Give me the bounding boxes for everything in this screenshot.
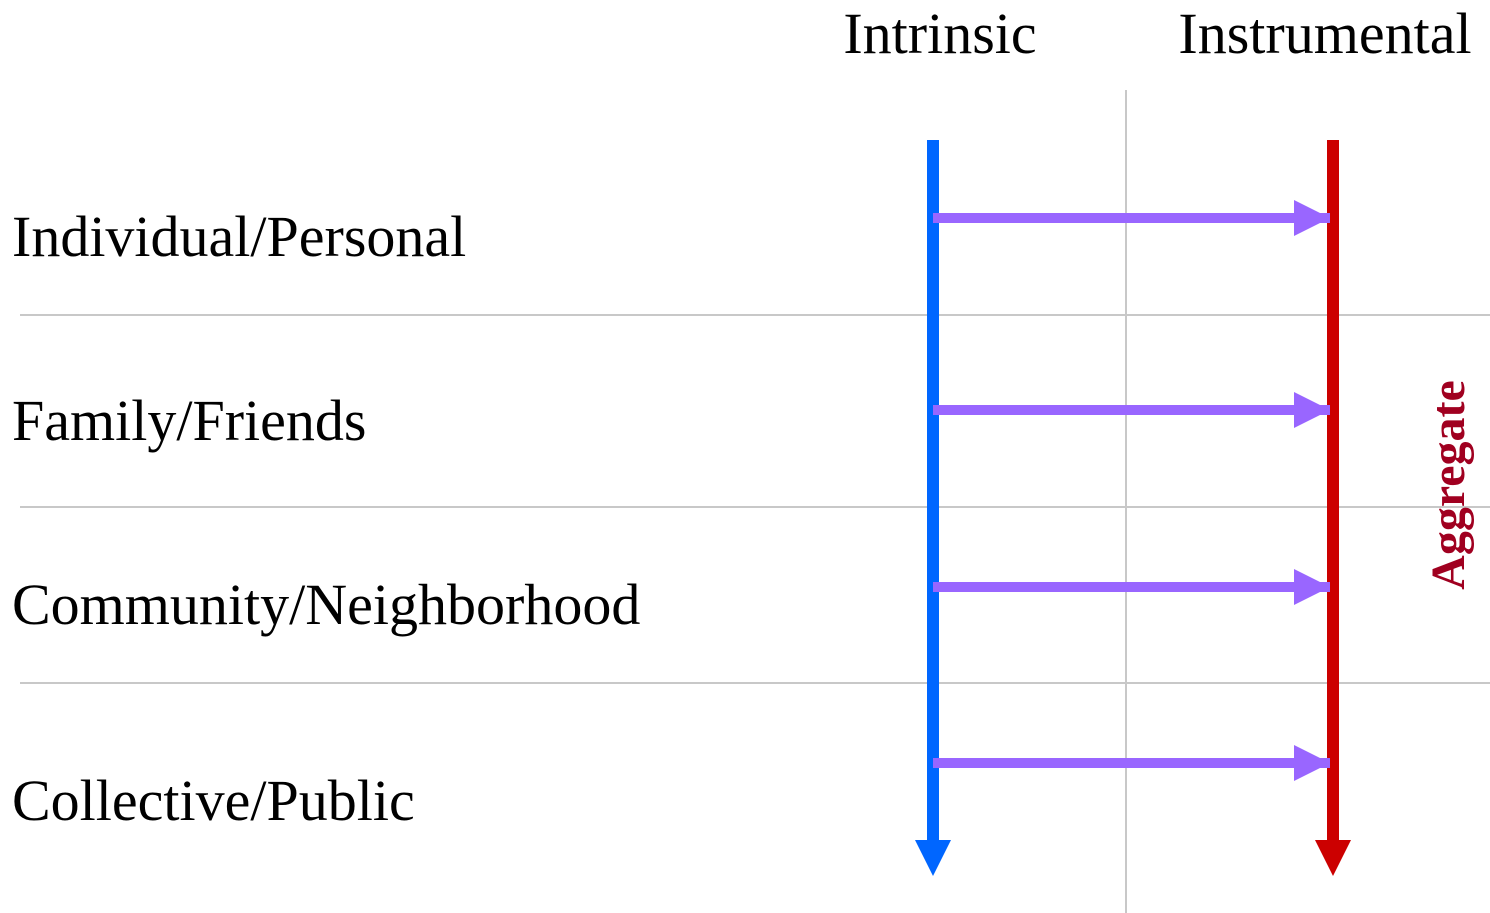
instrumental-arrow xyxy=(1315,140,1351,876)
side-label: Aggregate xyxy=(1422,380,1475,590)
column-header: Instrumental xyxy=(1178,1,1471,66)
row-label: Individual/Personal xyxy=(12,204,466,269)
row-label: Community/Neighborhood xyxy=(12,572,640,637)
row-label: Collective/Public xyxy=(12,768,415,833)
grid xyxy=(20,90,1490,913)
intrinsic-arrow xyxy=(915,140,951,876)
row-label: Family/Friends xyxy=(12,388,366,453)
column-header: Intrinsic xyxy=(843,1,1036,66)
